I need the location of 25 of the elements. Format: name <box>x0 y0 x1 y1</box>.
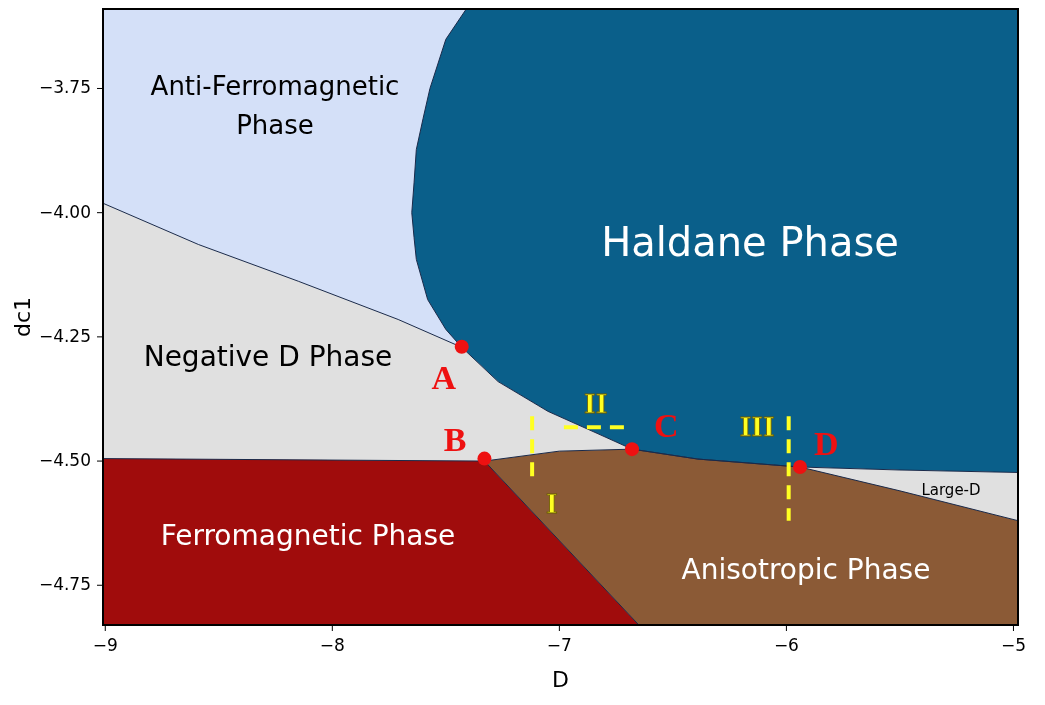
x-tick-label: −5 <box>1000 635 1026 655</box>
series-label: I <box>546 485 558 519</box>
y-tick-label: −4.75 <box>38 574 91 595</box>
x-tick-label: −8 <box>319 635 345 655</box>
series-label: A <box>431 358 457 396</box>
y-tick-label: −4.25 <box>38 325 91 346</box>
y-tick-label: −4.50 <box>38 450 91 471</box>
annotation: Negative D Phase <box>143 340 393 373</box>
annotation: Large-D <box>921 480 981 499</box>
x-tick-label: −7 <box>546 635 572 655</box>
series-label: II <box>584 386 608 420</box>
series-label: C <box>654 407 679 445</box>
annotation: Haldane Phase <box>601 219 899 265</box>
x-axis-title: D <box>552 667 569 692</box>
y-tick-label: −4.00 <box>38 201 91 222</box>
annotation: Anisotropic Phase <box>681 553 931 586</box>
annotation: Anti-Ferromagnetic Phase <box>150 70 400 139</box>
series-label: B <box>443 420 467 458</box>
x-tick-label: −6 <box>773 635 799 655</box>
series-label: D <box>814 425 839 463</box>
annotation: Ferromagnetic Phase <box>160 519 456 552</box>
x-tick-label: −9 <box>92 635 118 655</box>
series-label: III <box>739 409 775 443</box>
y-axis-title: dc1 <box>10 296 35 338</box>
y-tick-label: −3.75 <box>38 77 91 98</box>
